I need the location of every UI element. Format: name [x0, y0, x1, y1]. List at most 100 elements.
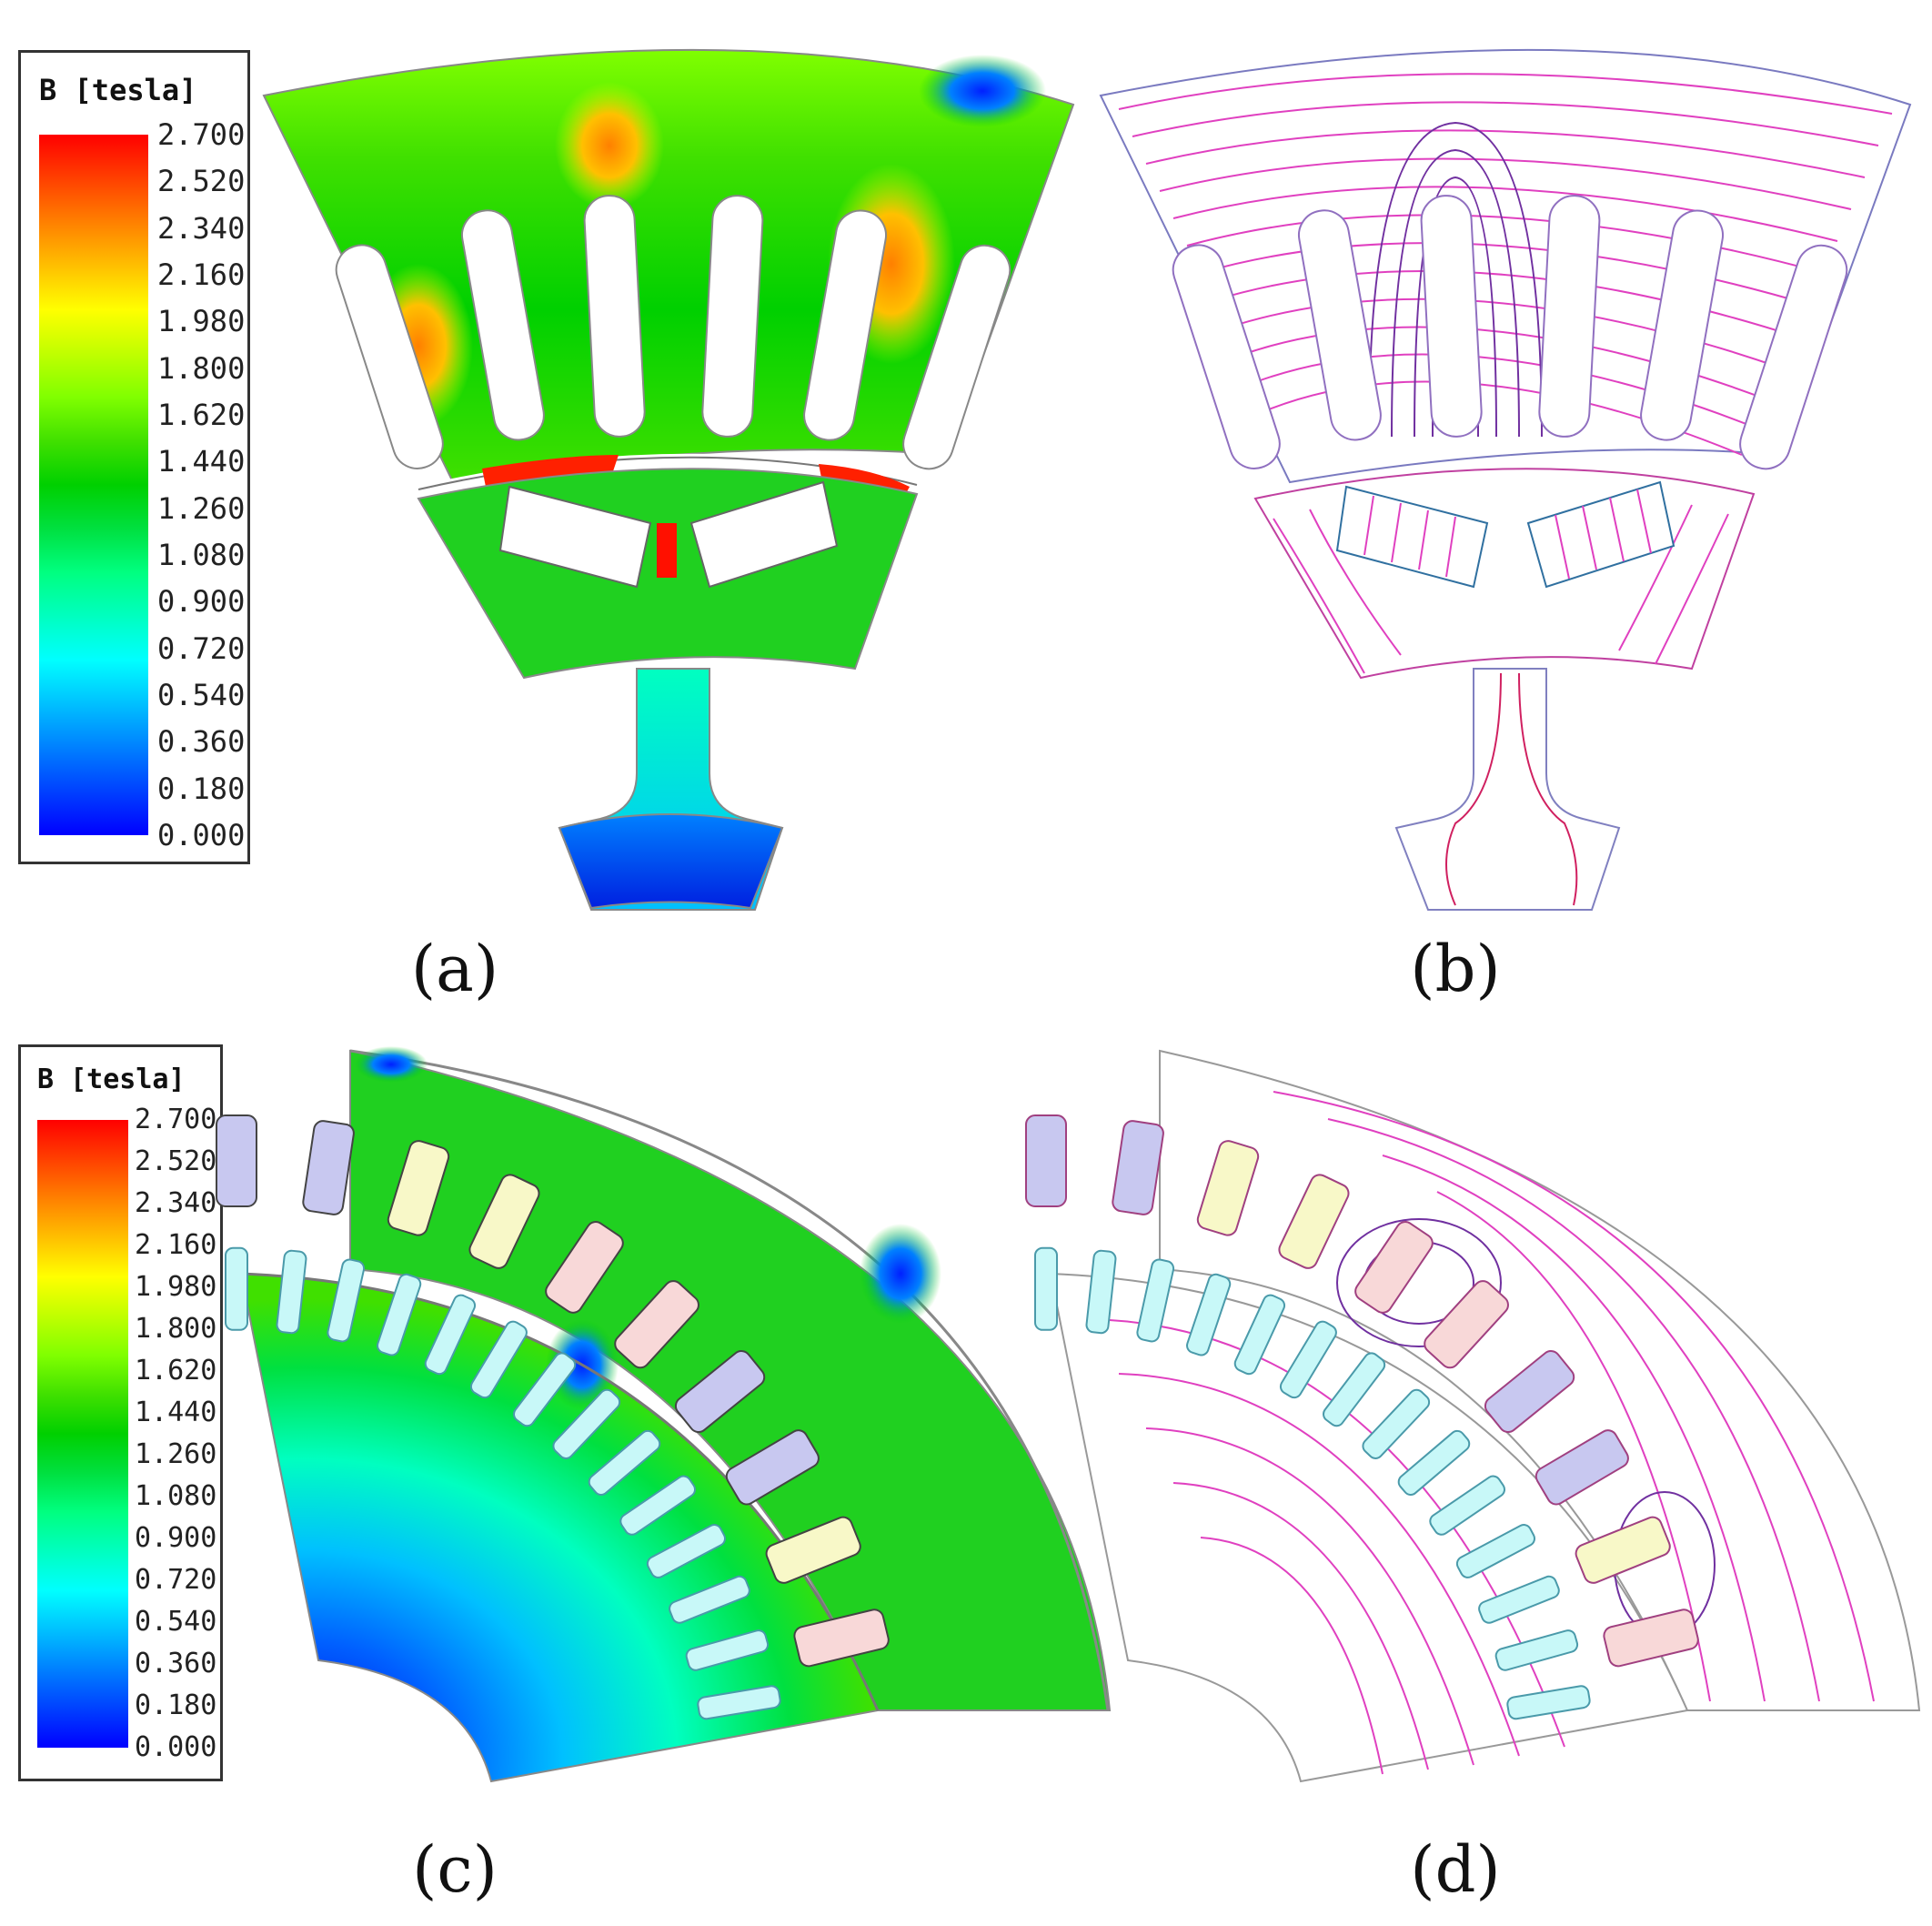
legend-tick-label: 0.900	[157, 584, 246, 620]
panel-b-stator-slots	[1172, 195, 1848, 470]
rotor-bar	[1136, 1258, 1175, 1343]
rotor-bar	[685, 1629, 770, 1671]
legend-tick-label: 1.980	[157, 304, 246, 339]
panel-b-shaft	[1394, 668, 1621, 911]
legend-tick-label: 0.540	[135, 1606, 217, 1638]
rotor-bar	[588, 1429, 661, 1496]
panel-b-shaft-contours	[1445, 672, 1578, 906]
panel-d-flux-contours	[1091, 1091, 1875, 1775]
panel-a-slot	[902, 244, 1011, 470]
legend-tick-label: 1.080	[135, 1480, 217, 1512]
panel-b-slot	[1538, 195, 1601, 438]
stator-slot	[1196, 1140, 1260, 1236]
panel-a-shaft-foot	[558, 813, 784, 910]
legend-tick-label: 1.980	[135, 1271, 217, 1303]
stator-slot	[1575, 1516, 1671, 1584]
rotor-bar	[1323, 1352, 1386, 1427]
panel-a-magnet-bridge	[657, 523, 677, 578]
panel-c-low-zone-2	[860, 1224, 941, 1324]
rotor-bar	[1478, 1575, 1560, 1624]
colorbar-legend-a: B [tesla] 2.700 2.520 2.340 2.160 1.980 1.800…	[18, 50, 250, 864]
panel-a-magnet-right	[689, 480, 839, 589]
stator-slot	[793, 1608, 890, 1668]
rotor-bar	[1034, 1246, 1058, 1331]
stator-slot	[387, 1140, 450, 1236]
stator-slot	[216, 1114, 257, 1207]
rotor-bar	[276, 1249, 307, 1335]
panel-a-slot	[460, 209, 545, 441]
legend-tick-label: 2.160	[135, 1229, 217, 1261]
stator-slot	[1278, 1174, 1350, 1269]
rotor-bar	[1186, 1273, 1232, 1356]
panel-b-slot	[1420, 195, 1483, 438]
rotor-bar	[513, 1352, 577, 1427]
rotor-bar	[619, 1475, 697, 1536]
legend-tick-label: 2.160	[157, 257, 246, 292]
legend-colorbar-c	[37, 1120, 128, 1748]
panel-c-flux-density-map	[239, 1046, 1112, 1783]
legend-title-a: B [tesla]	[39, 73, 197, 107]
legend-tick-label: 0.540	[157, 678, 246, 712]
rotor-bar	[669, 1575, 750, 1624]
stator-slot	[1535, 1429, 1629, 1506]
caption-b: (b)	[1410, 932, 1501, 1006]
panel-d-flux-lines	[1049, 1049, 1921, 1783]
stator-slot	[468, 1174, 540, 1269]
legend-tick-label: 1.440	[135, 1397, 217, 1428]
rotor-bar	[225, 1246, 248, 1331]
panel-c-airgap	[240, 1272, 880, 1711]
stator-slot	[725, 1429, 820, 1506]
legend-tick-label: 1.080	[157, 538, 246, 572]
legend-tick-label: 0.360	[157, 724, 246, 760]
legend-colorbar-a	[39, 135, 148, 835]
rotor-bar	[1494, 1629, 1579, 1671]
legend-tick-label: 0.720	[135, 1564, 217, 1596]
legend-tick-label: 0.900	[135, 1522, 217, 1554]
panel-a-slot	[583, 195, 646, 438]
legend-tick-label: 0.180	[157, 771, 246, 806]
panel-a-slot	[803, 209, 888, 441]
legend-tick-label: 1.620	[135, 1355, 217, 1387]
legend-title-c: B [tesla]	[37, 1064, 186, 1095]
panel-b-rotor	[1253, 468, 1756, 680]
caption-d: (d)	[1410, 1832, 1501, 1907]
legend-tick-label: 2.340	[157, 210, 246, 246]
stator-slot	[674, 1350, 766, 1434]
legend-tick-label: 0.180	[135, 1689, 217, 1721]
legend-tick-label: 0.000	[135, 1731, 217, 1763]
rotor-bar	[424, 1294, 477, 1376]
rotor-bar	[1429, 1475, 1506, 1536]
rotor-bar	[646, 1524, 726, 1578]
legend-tick-label: 1.260	[157, 490, 246, 526]
rotor-bar	[327, 1258, 366, 1343]
legend-tick-label: 2.520	[157, 164, 246, 199]
rotor-bar	[552, 1388, 621, 1459]
colorbar-legend-c: B [tesla] 2.700 2.520 2.340 2.160 1.980 1.800…	[18, 1044, 223, 1781]
panel-a-stator-slots	[335, 195, 1011, 470]
panel-a-magnets	[498, 480, 839, 589]
caption-a: (a)	[410, 932, 499, 1006]
legend-tick-label: 0.000	[157, 818, 246, 852]
rotor-bar	[1279, 1320, 1337, 1399]
legend-tick-label: 1.440	[157, 444, 246, 479]
stator-slot	[765, 1516, 861, 1584]
rotor-bar	[1362, 1388, 1431, 1459]
rotor-bar	[1397, 1429, 1471, 1496]
panel-b-rotor-contours	[1273, 504, 1729, 674]
panel-a-magnet-left	[498, 485, 652, 589]
caption-c: (c)	[412, 1832, 498, 1907]
rotor-bar	[469, 1320, 528, 1399]
legend-tick-label: 2.700	[157, 117, 246, 152]
stator-slot	[1112, 1120, 1164, 1215]
rotor-bar	[1085, 1249, 1117, 1335]
panel-d-slots	[1025, 1114, 1699, 1720]
stator-slot	[614, 1280, 699, 1369]
panel-c-slots	[216, 1114, 890, 1720]
rotor-bar	[377, 1273, 422, 1356]
legend-tick-label: 2.700	[135, 1104, 217, 1135]
stator-slot	[302, 1120, 355, 1215]
rotor-bar	[697, 1685, 781, 1720]
stator-slot	[1484, 1350, 1575, 1434]
legend-tick-label: 0.360	[135, 1648, 217, 1679]
panel-a-slot	[335, 244, 444, 469]
